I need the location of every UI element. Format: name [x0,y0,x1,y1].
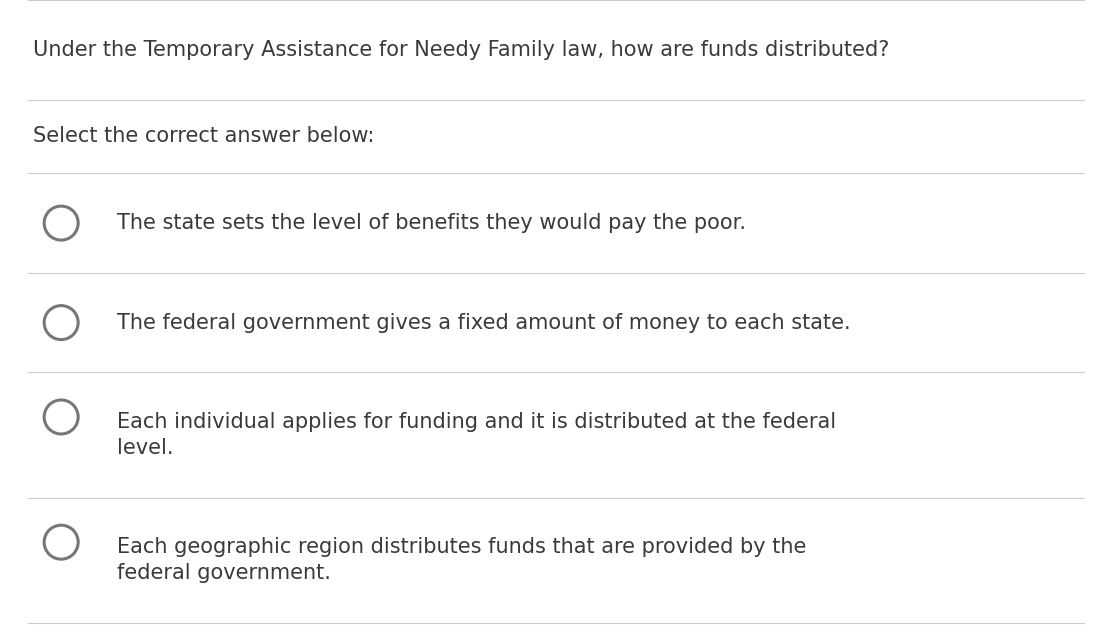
Text: Select the correct answer below:: Select the correct answer below: [33,126,375,146]
Text: The state sets the level of benefits they would pay the poor.: The state sets the level of benefits the… [117,213,746,233]
Text: Each geographic region distributes funds that are provided by the
federal govern: Each geographic region distributes funds… [117,537,806,584]
Text: Each individual applies for funding and it is distributed at the federal
level.: Each individual applies for funding and … [117,412,836,458]
Text: The federal government gives a fixed amount of money to each state.: The federal government gives a fixed amo… [117,313,851,333]
Text: Under the Temporary Assistance for Needy Family law, how are funds distributed?: Under the Temporary Assistance for Needy… [33,40,890,60]
